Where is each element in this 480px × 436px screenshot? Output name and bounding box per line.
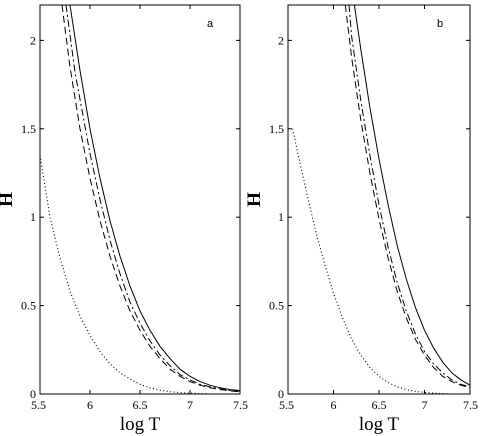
series-line-solid (353, 5, 470, 386)
y-tick-label: 2 (30, 33, 36, 47)
x-tick-label: 7.5 (463, 398, 478, 412)
chart-panel-a: 5.5 6 6.5 7 7.5 0 0.5 1 1.5 2 a log T H (0, 4, 248, 435)
x-tick-label: 5.5 (31, 398, 46, 412)
series-line-dashed (344, 5, 470, 389)
y-tick-label: 1 (278, 210, 284, 224)
x-tick-label: 6 (87, 398, 93, 412)
y-tick-label: 1.5 (21, 122, 36, 136)
y-tick-label: 0 (30, 387, 36, 401)
series-line-solid (69, 5, 240, 391)
y-tick-label: 1.5 (269, 122, 284, 136)
x-tick-label: 6.5 (372, 398, 387, 412)
x-tick-label: 7.5 (233, 398, 248, 412)
x-tick-label: 5.5 (279, 398, 294, 412)
series-line-dashdot (348, 5, 470, 388)
series-line-dotted (292, 128, 452, 394)
y-tick-label: 2 (278, 33, 284, 47)
plot-frame (287, 4, 471, 395)
panel-label: b (437, 18, 443, 30)
y-axis-title: H (244, 192, 265, 207)
x-axis-title: log T (120, 414, 161, 435)
series-line-dashdot (65, 5, 240, 392)
x-axis-title: log T (359, 414, 400, 435)
y-axis-title: H (0, 192, 17, 207)
series-line-dashed (61, 5, 240, 393)
y-tick-label: 0.5 (269, 299, 284, 313)
y-tick-label: 0 (278, 387, 284, 401)
x-tick-label: 7 (187, 398, 193, 412)
x-tick-label: 7 (422, 398, 428, 412)
y-tick-label: 1 (30, 210, 36, 224)
series-line-dotted (40, 155, 211, 394)
x-tick-label: 6 (331, 398, 337, 412)
panel-label: a (207, 18, 214, 30)
y-tick-label: 0.5 (21, 299, 36, 313)
x-tick-label: 6.5 (133, 398, 148, 412)
chart-panel-b: 5.5 6 6.5 7 7.5 0 0.5 1 1.5 2 b log T H (244, 4, 478, 435)
